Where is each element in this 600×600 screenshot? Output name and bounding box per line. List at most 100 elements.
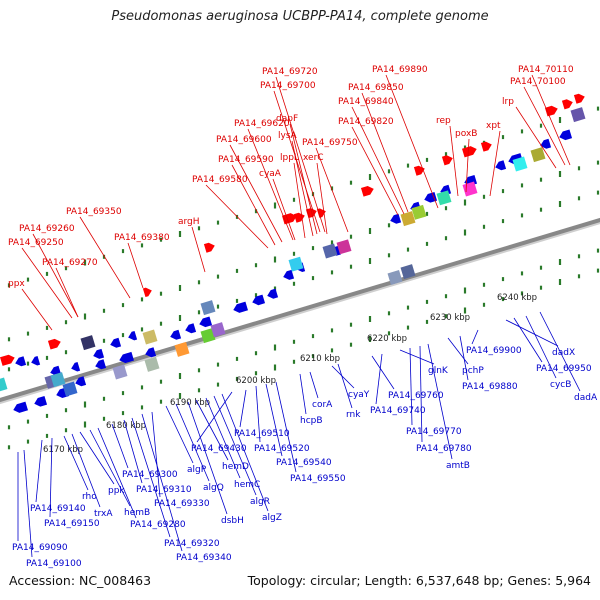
bottom-label-leader — [205, 397, 241, 479]
bottom-label-leader — [175, 403, 210, 482]
top-gene-label: rep — [436, 116, 451, 126]
top-label-leader — [515, 106, 557, 169]
top-label-leader — [316, 162, 328, 235]
bottom-label-leader — [331, 365, 355, 389]
gene-feature-block — [112, 364, 128, 380]
reverse-gene-arrow — [185, 323, 197, 334]
forward-gene-arrow — [293, 212, 305, 223]
reverse-gene-arrow — [34, 395, 48, 407]
top-label-leader — [449, 125, 459, 197]
bottom-gene-label: PA14_69100 — [26, 559, 82, 569]
scale-label: 6200 kbp — [236, 376, 276, 386]
bottom-gene-label: dsbH — [221, 516, 244, 526]
gene-feature-block — [387, 270, 403, 285]
bottom-label-leader — [309, 371, 319, 399]
top-label-leader — [351, 106, 405, 215]
bottom-label-leader — [187, 401, 228, 515]
top-label-leader — [293, 162, 306, 239]
top-label-leader — [489, 130, 501, 197]
top-label-leader — [247, 128, 294, 241]
bottom-label-leader — [111, 423, 129, 469]
gene-feature-block — [570, 107, 586, 123]
top-gene-label: xpt — [486, 121, 501, 131]
gene-feature-block — [400, 211, 416, 227]
bottom-label-leader — [513, 317, 543, 363]
reverse-gene-arrow — [559, 129, 573, 141]
forward-gene-arrow — [413, 165, 425, 176]
bottom-label-leader — [221, 393, 269, 512]
bottom-label-leader — [255, 385, 261, 443]
top-label-leader — [289, 123, 318, 235]
top-gene-label: PA14_69750 — [302, 138, 358, 148]
bottom-gene-label: rho — [82, 492, 97, 502]
reverse-gene-arrow — [267, 288, 279, 299]
reverse-gene-arrow — [495, 160, 507, 171]
bottom-label-leader — [49, 437, 53, 518]
forward-gene-arrow — [573, 93, 585, 104]
scale-label: 6240 kbp — [497, 293, 537, 303]
bottom-gene-label: PA14_69330 — [154, 499, 210, 509]
top-label-leader — [191, 226, 206, 273]
top-gene-label: argH — [178, 217, 200, 227]
gene-feature-block — [400, 264, 416, 280]
gene-feature-block — [0, 377, 8, 393]
top-gene-label: PA14_69890 — [372, 65, 428, 75]
forward-gene-arrow — [441, 155, 453, 166]
bottom-label-leader — [299, 373, 307, 415]
bottom-label-leader — [275, 381, 297, 473]
reverse-gene-arrow — [95, 359, 107, 370]
bottom-label-leader — [123, 419, 143, 484]
bottom-gene-label: glnK — [428, 366, 449, 376]
top-gene-label: PA14_69620 — [234, 119, 290, 129]
gene-feature-block — [436, 190, 452, 206]
reverse-gene-arrow — [283, 269, 295, 280]
bottom-label-leader — [505, 319, 559, 347]
top-label-leader — [272, 178, 296, 241]
top-gene-label: PA14_69250 — [8, 238, 64, 248]
bottom-gene-label: algR — [250, 497, 270, 507]
bottom-gene-label: dadX — [552, 348, 575, 358]
top-gene-label: PA14_69270 — [42, 258, 98, 268]
bottom-gene-label: PA14_69780 — [416, 444, 472, 454]
bottom-label-leader — [79, 431, 115, 485]
bottom-gene-label: PA14_69550 — [290, 474, 346, 484]
top-gene-label: PA14_69720 — [262, 67, 318, 77]
reverse-gene-arrow — [199, 316, 213, 328]
top-gene-label: lrp — [502, 97, 514, 107]
bottom-label-leader — [63, 435, 89, 491]
reverse-gene-arrow — [540, 138, 552, 149]
top-label-leader — [79, 216, 131, 299]
top-gene-label: PA14_69380 — [114, 233, 170, 243]
bottom-gene-label: algP — [187, 465, 207, 475]
bottom-gene-label: rnk — [346, 410, 361, 420]
reverse-gene-arrow — [71, 362, 81, 372]
bottom-gene-label: PA14_69770 — [406, 427, 462, 437]
bottom-gene-label: PA14_69280 — [130, 520, 186, 530]
reverse-gene-arrow — [128, 330, 138, 341]
top-label-leader — [465, 138, 470, 193]
gene-feature-block — [210, 322, 226, 338]
bottom-label-leader — [23, 449, 33, 558]
reverse-gene-arrow — [145, 347, 157, 358]
top-label-leader — [231, 164, 276, 246]
top-label-leader — [21, 288, 53, 331]
bottom-gene-label: trxA — [94, 509, 113, 519]
bottom-gene-label: PA14_69760 — [388, 391, 444, 401]
gene-feature-block — [336, 239, 352, 255]
bottom-gene-label: algQ — [203, 483, 224, 493]
bottom-label-leader — [131, 417, 171, 538]
reverse-gene-arrow — [170, 329, 182, 340]
top-gene-label: PA14_69850 — [348, 83, 404, 93]
top-gene-label: ppx — [8, 279, 25, 289]
forward-gene-arrow — [561, 99, 573, 110]
scale-label: 6170 kbp — [43, 445, 83, 455]
forward-gene-arrow — [47, 338, 61, 350]
gene-feature-block — [80, 335, 96, 351]
bottom-label-leader — [471, 329, 479, 345]
genome-backbone — [0, 217, 600, 403]
top-label-leader — [205, 184, 269, 249]
bottom-gene-label: ppk — [108, 486, 125, 496]
bottom-gene-label: PA14_69340 — [176, 553, 232, 563]
bottom-label-leader — [525, 315, 557, 379]
scale-label: 6220 kbp — [367, 334, 407, 344]
